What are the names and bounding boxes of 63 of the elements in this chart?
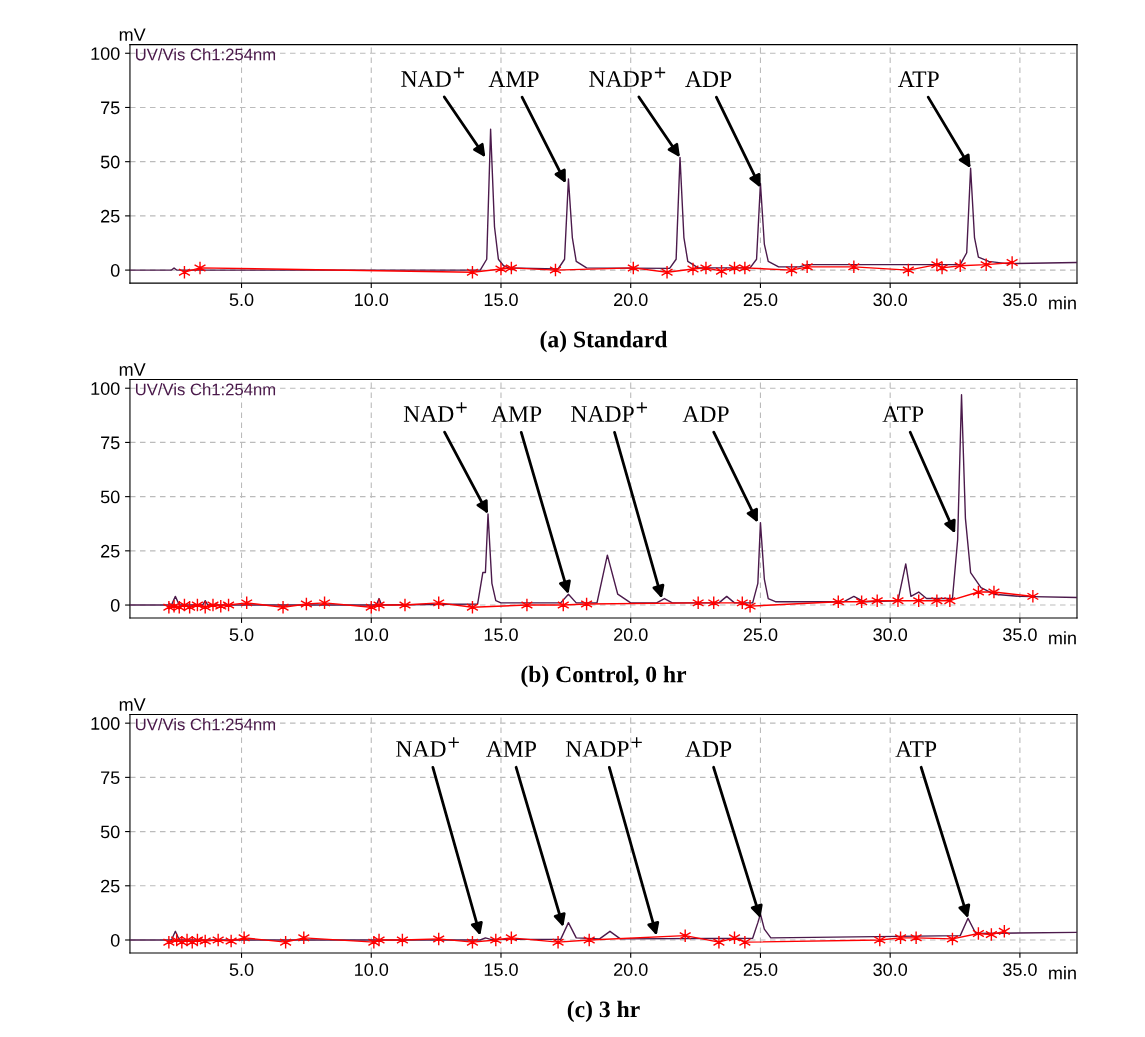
y-tick-label: 100 [91,47,120,60]
annotation: ATP [882,406,924,422]
y-tick-label: 75 [101,771,120,785]
y-axis-title: mV [119,28,146,41]
y-tick-label: 75 [101,436,120,450]
x-tick-label: 10.0 [355,628,389,642]
y-tick-label: 0 [110,933,120,947]
annotation: ADP [685,741,732,757]
text: (b) Control, 0 hr [521,665,687,688]
text: UV/Vis Ch1:254nm [135,383,276,396]
x-tick-label: 35.0 [1003,293,1037,307]
annotation: AMP [486,741,537,757]
x-axis-title: min [1049,966,1076,980]
annotation: AMP [491,406,542,422]
x-tick-label: 30.0 [873,963,908,976]
y-tick-label: 100 [91,382,120,395]
annotation: NAD$^{+}$ [396,737,459,757]
annotation: ATP [897,71,939,87]
y-axis-title: mV [119,363,146,376]
x-axis-title: min [1049,296,1076,310]
x-tick-label: 20.0 [614,963,648,976]
x-tick-label: 20.0 [614,628,648,642]
x-tick-label: 25.0 [743,963,778,976]
text: UV/Vis Ch1:254nm [135,48,276,61]
y-tick-label: 25 [101,544,120,558]
y-axis-title: mV [119,698,146,711]
text: (c) 3 hr [567,1000,640,1023]
x-tick-label: 20.0 [614,293,648,307]
annotation: NADP$^{+}$ [565,737,642,757]
annotation: NAD$^{+}$ [403,402,467,422]
x-tick-label: 10.0 [355,963,389,976]
x-tick-label: 5.0 [229,963,254,976]
x-tick-label: 15.0 [484,963,518,976]
x-tick-label: 5.0 [229,628,254,642]
y-tick-label: 0 [110,264,120,277]
x-tick-label: 35.0 [1003,628,1037,642]
annotation: NADP$^{+}$ [571,402,648,422]
x-tick-label: 15.0 [484,293,518,307]
y-tick-label: 50 [100,490,120,504]
text: (a) Standard [540,330,668,353]
y-tick-label: 25 [101,879,120,893]
x-tick-label: 10.0 [355,293,389,307]
annotation: NAD$^{+}$ [401,67,465,87]
x-axis-title: min [1049,631,1076,645]
x-tick-label: 35.0 [1003,963,1037,976]
x-tick-label: 25.0 [743,293,778,307]
y-tick-label: 0 [110,598,120,612]
y-tick-label: 50 [100,825,120,839]
y-tick-label: 25 [101,209,120,223]
y-tick-label: 50 [100,155,120,169]
x-tick-label: 25.0 [743,628,778,642]
x-tick-label: 30.0 [873,628,908,642]
annotation: ATP [895,741,937,757]
x-tick-label: 5.0 [229,293,254,307]
annotation: AMP [488,71,539,87]
annotation: ADP [685,71,732,87]
x-tick-label: 30.0 [873,293,908,307]
y-tick-label: 100 [91,717,120,730]
x-tick-label: 15.0 [484,628,518,642]
y-tick-label: 75 [101,101,120,115]
text: UV/Vis Ch1:254nm [135,718,276,731]
annotation: NADP$^{+}$ [589,67,666,87]
annotation: ADP [682,406,729,422]
